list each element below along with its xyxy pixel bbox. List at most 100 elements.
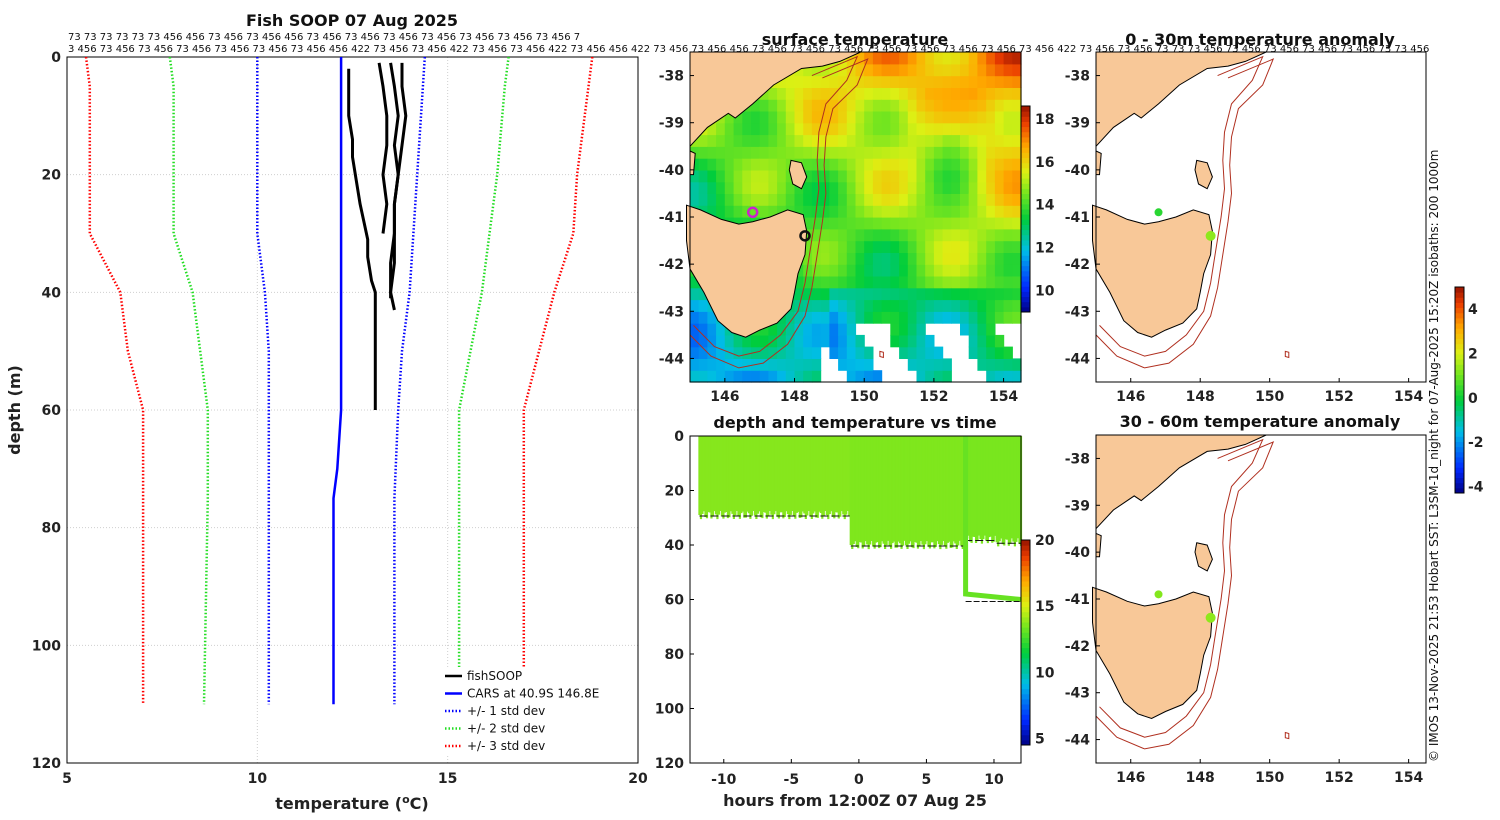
sst-cell xyxy=(968,275,978,289)
sst-cell xyxy=(707,205,717,218)
sst-cell xyxy=(899,334,909,348)
sst-cell xyxy=(942,252,952,265)
sst-cell xyxy=(698,134,708,147)
sst-cell xyxy=(960,193,970,206)
sst-cell xyxy=(986,87,996,100)
sst-cell xyxy=(951,134,961,147)
sst-cell xyxy=(881,264,891,277)
anomaly-colorbar-segment xyxy=(1455,343,1464,350)
sst-cell xyxy=(846,299,857,312)
sst-cell xyxy=(838,158,848,171)
profile-legend: fishSOOP CARS at 40.9S 146.8E +/- 1 std de… xyxy=(442,667,614,755)
sst-cell xyxy=(890,110,900,124)
sst-cell xyxy=(811,110,822,124)
sst-cell xyxy=(977,75,987,88)
sst-cell xyxy=(707,323,717,336)
sst-cell xyxy=(855,63,865,77)
timeseries-colorbar-segment xyxy=(1021,647,1030,654)
profile-ytick-label: 0 xyxy=(51,50,61,66)
map-xtick-label: 150 xyxy=(850,389,879,405)
sst-cell xyxy=(811,217,822,230)
sst-cell xyxy=(1003,252,1013,265)
anomaly-colorbar-segment xyxy=(1455,467,1464,473)
timeseries-colorbar-segment xyxy=(1021,575,1030,582)
timeseries-ytick-label: 40 xyxy=(665,538,685,554)
sst-colorbar-segment xyxy=(1021,291,1030,298)
sst-cell xyxy=(829,275,839,289)
sst-cell xyxy=(1003,193,1013,206)
sst-cell xyxy=(690,346,700,359)
sst-cell xyxy=(933,158,944,171)
sst-cell xyxy=(846,110,857,124)
sst-cell xyxy=(1003,158,1013,171)
sst-cell xyxy=(1003,217,1013,230)
map-xtick-label: 152 xyxy=(919,389,948,405)
sst-cell xyxy=(811,323,822,336)
map-xtick-label: 152 xyxy=(1325,389,1354,405)
sst-colorbar-segment xyxy=(1021,198,1030,205)
map-xtick-label: 148 xyxy=(1186,389,1215,405)
anomaly-colorbar-segment xyxy=(1455,369,1464,376)
sst-cell xyxy=(960,252,970,265)
sst-cell xyxy=(890,252,900,265)
timeseries-colorbar-segment xyxy=(1021,734,1030,741)
sst-cell xyxy=(890,52,900,65)
sst-cell xyxy=(907,193,918,206)
sst-cell xyxy=(1003,205,1013,218)
anomaly-colorbar-segment xyxy=(1455,410,1464,417)
sst-cell xyxy=(925,358,935,371)
sst-cell xyxy=(820,275,830,289)
sst-cell xyxy=(785,311,796,324)
sst-cell xyxy=(794,193,804,206)
sst-cell xyxy=(916,299,926,312)
map-ytick-label: -39 xyxy=(1065,116,1090,132)
anomaly-colorbar-segment xyxy=(1455,395,1464,401)
sst-cell xyxy=(820,87,830,100)
sst-cell xyxy=(1012,358,1022,371)
sst-cell xyxy=(698,311,708,324)
sst-cell xyxy=(716,169,726,183)
sst-cell xyxy=(916,87,926,100)
timeseries-colorbar-segment xyxy=(1021,652,1030,659)
sst-cell xyxy=(690,370,700,383)
sst-cell xyxy=(838,287,848,301)
sst-colorbar-segment xyxy=(1021,178,1030,184)
sst-cell xyxy=(846,334,857,348)
sst-cell xyxy=(1012,217,1022,230)
sst-cell xyxy=(811,334,822,348)
sst-cell xyxy=(907,228,918,242)
anomaly-30-60-map: 146 148 150 152 154 -38 -39 -40 -41 -42 -43 -44 xyxy=(1065,434,1427,786)
sst-cell xyxy=(994,205,1005,218)
sst-cell xyxy=(933,63,944,77)
sst-cell xyxy=(846,169,857,183)
sst-cell xyxy=(820,158,830,171)
timeseries-colorbar-segment xyxy=(1021,586,1030,592)
sst-cell xyxy=(977,87,987,100)
sst-cell xyxy=(907,181,918,194)
sst-cell xyxy=(803,205,813,218)
sst-cell xyxy=(960,99,970,112)
sst-cell xyxy=(951,240,961,253)
sst-cell xyxy=(907,134,918,147)
sst-cell xyxy=(838,311,848,324)
profile-frame xyxy=(66,56,639,764)
sst-cell xyxy=(960,323,970,336)
sst-cell xyxy=(916,323,926,336)
sst-cell xyxy=(933,181,944,194)
sst-cell xyxy=(855,217,865,230)
sst-cell xyxy=(899,299,909,312)
sst-cell xyxy=(1003,287,1013,301)
profile-series--3-std-dev xyxy=(84,56,145,705)
timeseries-colorbar-segment xyxy=(1021,591,1030,597)
map-ytick-label: -38 xyxy=(1065,451,1090,467)
timeseries-colorbar-segment xyxy=(1021,698,1030,705)
sst-cell xyxy=(803,275,813,289)
anomaly-colorbar-segment xyxy=(1455,420,1464,427)
sst-cell xyxy=(864,217,874,230)
sst-cell xyxy=(872,122,883,136)
sst-colorbar-segment xyxy=(1021,281,1030,287)
sst-colorbar-segment xyxy=(1021,111,1030,117)
profile-ytick-label: 20 xyxy=(42,168,62,184)
sst-cell xyxy=(986,323,996,336)
sst-cell xyxy=(925,181,935,194)
